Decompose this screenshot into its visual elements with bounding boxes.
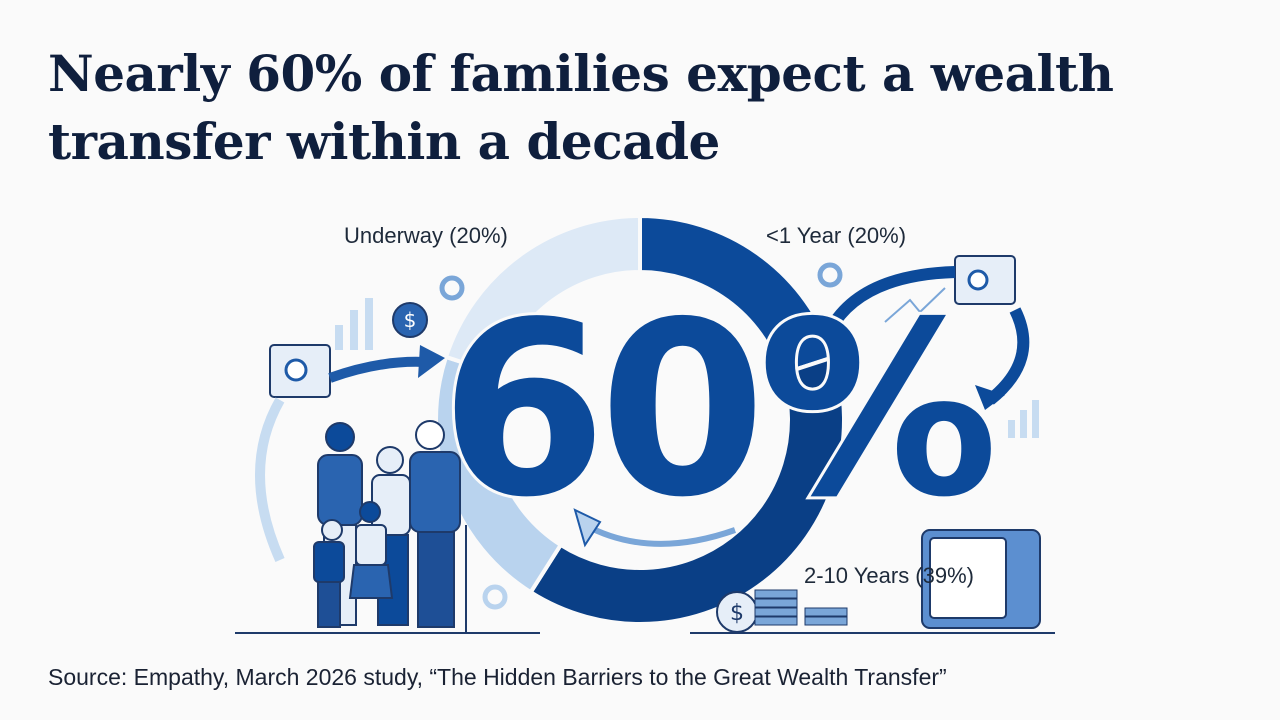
svg-text:$: $ — [730, 601, 744, 626]
arrow-icon — [328, 356, 426, 383]
coin-stack-icon — [754, 589, 848, 626]
source-note: Source: Empathy, March 2026 study, “The … — [48, 664, 947, 690]
safe-icon-right — [954, 255, 1016, 305]
donut-segment-underway — [443, 213, 642, 377]
page-title: Nearly 60% of families expect a wealth t… — [48, 44, 1114, 171]
arrow-icon — [824, 266, 956, 334]
headline-figure: 60% — [437, 270, 1001, 550]
arrow-icon — [986, 307, 1030, 405]
vault-icon — [921, 529, 1041, 629]
label-less-than-1-year: <1 Year (20%) — [766, 223, 907, 248]
svg-text:$: $ — [404, 308, 417, 332]
label-2-10-years: 2-10 Years (39%) — [804, 563, 974, 588]
label-underway: Underway (20%) — [344, 223, 508, 248]
arrow-head-icon — [418, 345, 445, 378]
safe-icon-left — [269, 344, 331, 398]
donut-chart — [434, 213, 846, 626]
mini-donut-icon — [817, 262, 843, 288]
bar-chart-icon-left — [335, 298, 373, 350]
arrow-head-icon — [975, 385, 1005, 410]
donut-segment-2-10-years — [527, 354, 846, 626]
arrow-icon — [583, 522, 736, 547]
curved-arrow-icon — [255, 397, 285, 563]
mini-donut-icon — [482, 584, 508, 610]
dollar-coin-icon: $ — [392, 302, 428, 338]
mini-donut-icon — [439, 275, 465, 301]
dollar-coin-icon: $ — [716, 591, 758, 633]
trend-line-icon — [884, 287, 946, 323]
bar-chart-icon-right — [1008, 400, 1039, 438]
family-illustration — [313, 420, 467, 632]
arrow-head-icon — [573, 508, 602, 548]
